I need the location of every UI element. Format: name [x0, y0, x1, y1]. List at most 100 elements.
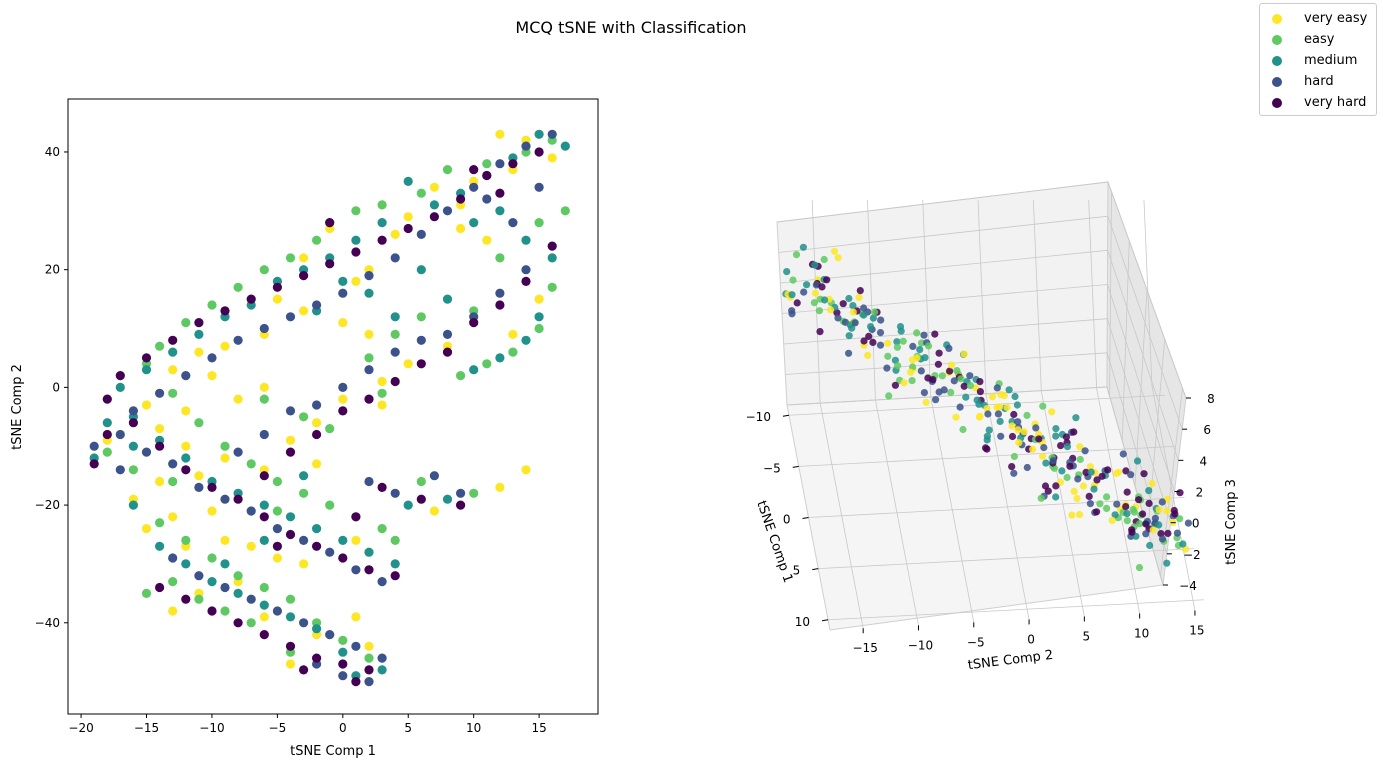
scatter-2d-point: [364, 271, 374, 281]
scatter-2d-point: [416, 312, 426, 322]
scatter-3d-point: [983, 432, 992, 440]
scatter-3d-point: [1042, 459, 1050, 467]
scatter-2d-point: [233, 618, 243, 628]
scatter-2d-point: [285, 641, 296, 651]
scatter-2d-point: [233, 394, 243, 404]
scatter-3d-point: [975, 400, 983, 408]
scatter-2d-point: [299, 618, 309, 628]
scatter-2d-point: [560, 141, 570, 151]
scatter-2d-point: [534, 147, 544, 157]
scatter-2d-point: [442, 294, 453, 304]
scatter-3d-point: [1032, 424, 1040, 432]
legend-marker: [1272, 14, 1282, 24]
scatter-2d-point: [351, 677, 361, 687]
scatter-3d-point: [1015, 439, 1023, 447]
scatter-3d-point: [1127, 471, 1135, 479]
scatter-2d-point: [456, 371, 466, 381]
scatter-3d-point: [793, 299, 801, 307]
x3-tick-label: −5: [763, 461, 781, 475]
scatter-2d-point: [390, 559, 400, 569]
scatter-3d-point: [983, 445, 991, 453]
scatter-2d-point: [89, 459, 99, 469]
scatter-2d-point: [233, 335, 243, 345]
scatter-3d-point: [950, 377, 958, 385]
scatter-2d-point: [429, 200, 439, 210]
scatter-2d-point: [207, 353, 217, 363]
y-tick-label: −40: [35, 616, 60, 630]
scatter-3d-point: [1145, 499, 1153, 507]
scatter-3d-point: [1085, 492, 1093, 500]
scatter-3d-point: [920, 331, 928, 339]
scatter-3d-point: [1014, 418, 1022, 426]
x-tick-label: 15: [531, 721, 546, 735]
scatter-3d-point: [1070, 428, 1078, 436]
scatter-3d-point: [1010, 452, 1019, 461]
legend-label: medium: [1304, 53, 1358, 68]
grid-line: [786, 386, 1108, 406]
scatter-3d-point: [947, 388, 955, 396]
scatter-2d-point: [128, 441, 138, 451]
scatter-2d-point: [364, 565, 374, 575]
y3-tick-label: 10: [1134, 627, 1149, 641]
scatter-2d-point: [534, 182, 544, 192]
scatter-3d-point: [860, 311, 868, 319]
legend-marker: [1272, 35, 1282, 45]
scatter-3d-point: [855, 293, 863, 301]
scatter-2d-point: [272, 606, 282, 616]
scatter-3d-point: [1090, 485, 1098, 493]
scatter-2d-point: [272, 282, 282, 292]
scatter-3d-point: [988, 393, 997, 401]
scatter-3d-point: [867, 323, 875, 331]
scatter-2d-panel: −20 −15 −10 −5 0 5 10 15 −40 −20 0 20 40 tSNE Comp 1…: [10, 98, 599, 759]
scatter-2d-point: [521, 265, 531, 275]
y3-tick-label: 15: [1189, 624, 1204, 638]
scatter-2d-point: [338, 647, 348, 657]
scatter-3d-point: [1014, 426, 1022, 434]
scatter-2d-point: [442, 165, 453, 175]
scatter-2d-point: [194, 482, 204, 492]
scatter-2d-point: [194, 471, 204, 481]
scatter-3d-point: [1122, 503, 1130, 511]
scatter-2d-point: [351, 512, 361, 522]
scatter-2d-point: [207, 506, 217, 516]
x-tick-label: 0: [339, 721, 347, 735]
scatter-3d-point: [1158, 535, 1167, 543]
scatter-2d-point: [429, 506, 439, 516]
scatter-3d-point: [834, 254, 842, 262]
grid-line: [930, 397, 975, 623]
grid-line: [818, 548, 1195, 570]
scatter-3d-point: [860, 304, 868, 312]
scatter-2d-point: [364, 365, 374, 375]
scatter-3d-point: [816, 328, 824, 336]
scatter-3d-point: [830, 247, 839, 255]
scatter-2d-point: [338, 671, 348, 681]
scatter-3d-point: [800, 288, 808, 296]
scatter-3d-point: [917, 367, 925, 375]
scatter-2d-point: [141, 447, 152, 457]
grid-line: [1147, 339, 1166, 532]
scatter-2d-point: [128, 418, 138, 428]
scatter-3d-point: [1173, 529, 1181, 537]
scatter-2d-point: [508, 347, 518, 357]
scatter-3d-point: [876, 341, 885, 349]
scatter-3d-point: [1171, 510, 1179, 518]
scatter-2d-point: [102, 418, 112, 428]
scatter-3d-point: [1011, 392, 1019, 401]
scatter-2d-point: [377, 665, 387, 675]
scatter-3d-point: [1063, 443, 1072, 451]
x3-tick-label: 5: [793, 564, 801, 578]
z3-tick-label: 0: [1192, 517, 1200, 531]
z3-tick-label: 2: [1196, 486, 1204, 500]
scatter-2d-point: [390, 229, 400, 239]
scatter-2d-point: [351, 235, 361, 245]
scatter-3d-point: [909, 342, 917, 350]
scatter-3d-point: [1093, 476, 1101, 484]
scatter-2d-point: [259, 582, 269, 593]
scatter-3d-point: [834, 314, 842, 322]
scatter-2d-point: [246, 618, 256, 628]
scatter-2d-point: [560, 206, 570, 216]
scatter-2d-point: [272, 476, 282, 487]
scatter-2d-point: [429, 471, 439, 481]
scatter-2d-point: [325, 547, 335, 557]
scatter-2d-point: [338, 553, 348, 563]
